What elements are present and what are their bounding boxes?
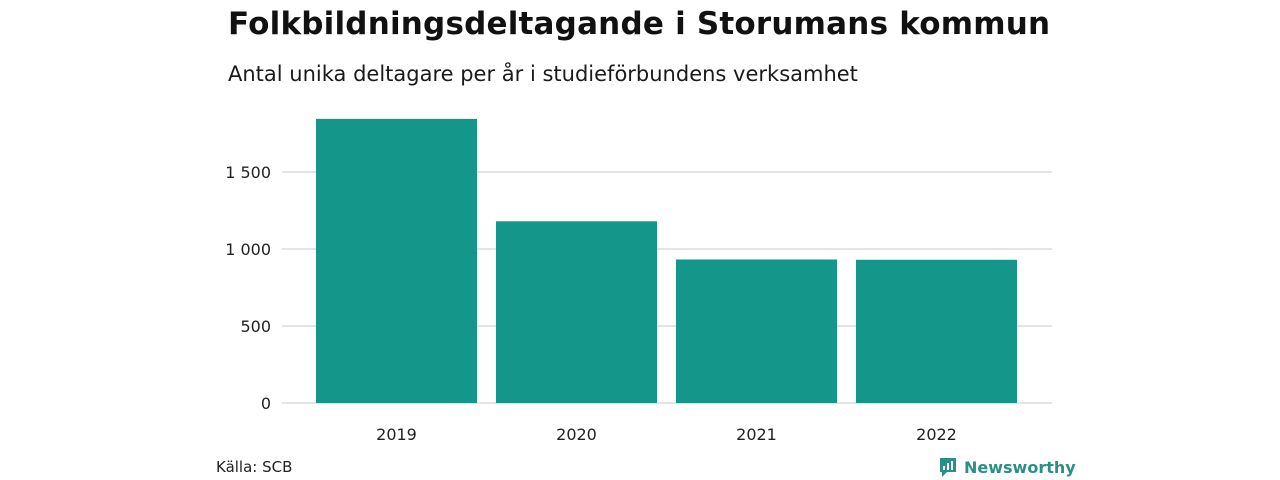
x-tick-label: 2022 xyxy=(916,425,957,444)
newsworthy-logo-icon xyxy=(940,458,956,477)
y-tick-label: 500 xyxy=(240,317,271,336)
bars xyxy=(316,118,1017,404)
x-tick-label: 2019 xyxy=(376,425,417,444)
y-tick-label: 0 xyxy=(261,394,271,413)
chart-title: Folkbildningsdeltagande i Storumans komm… xyxy=(228,6,1051,42)
y-tick-label: 1 500 xyxy=(225,163,271,182)
bar-2021 xyxy=(676,259,837,403)
source-note: Källa: SCB xyxy=(216,458,293,476)
chart-subtitle: Antal unika deltagare per år i studieför… xyxy=(228,62,858,86)
bar-2020 xyxy=(496,221,657,403)
brand-name: Newsworthy xyxy=(964,457,1076,477)
bar-2019 xyxy=(316,118,477,404)
y-axis-ticks: 0 500 1 000 1 500 xyxy=(225,163,271,413)
y-tick-label: 1 000 xyxy=(225,240,271,259)
x-axis-ticks: 2019 2020 2021 2022 xyxy=(376,425,957,444)
bar-2022 xyxy=(856,259,1017,403)
x-tick-label: 2020 xyxy=(556,425,597,444)
x-tick-label: 2021 xyxy=(736,425,777,444)
brand-logo: Newsworthy xyxy=(938,456,1076,478)
